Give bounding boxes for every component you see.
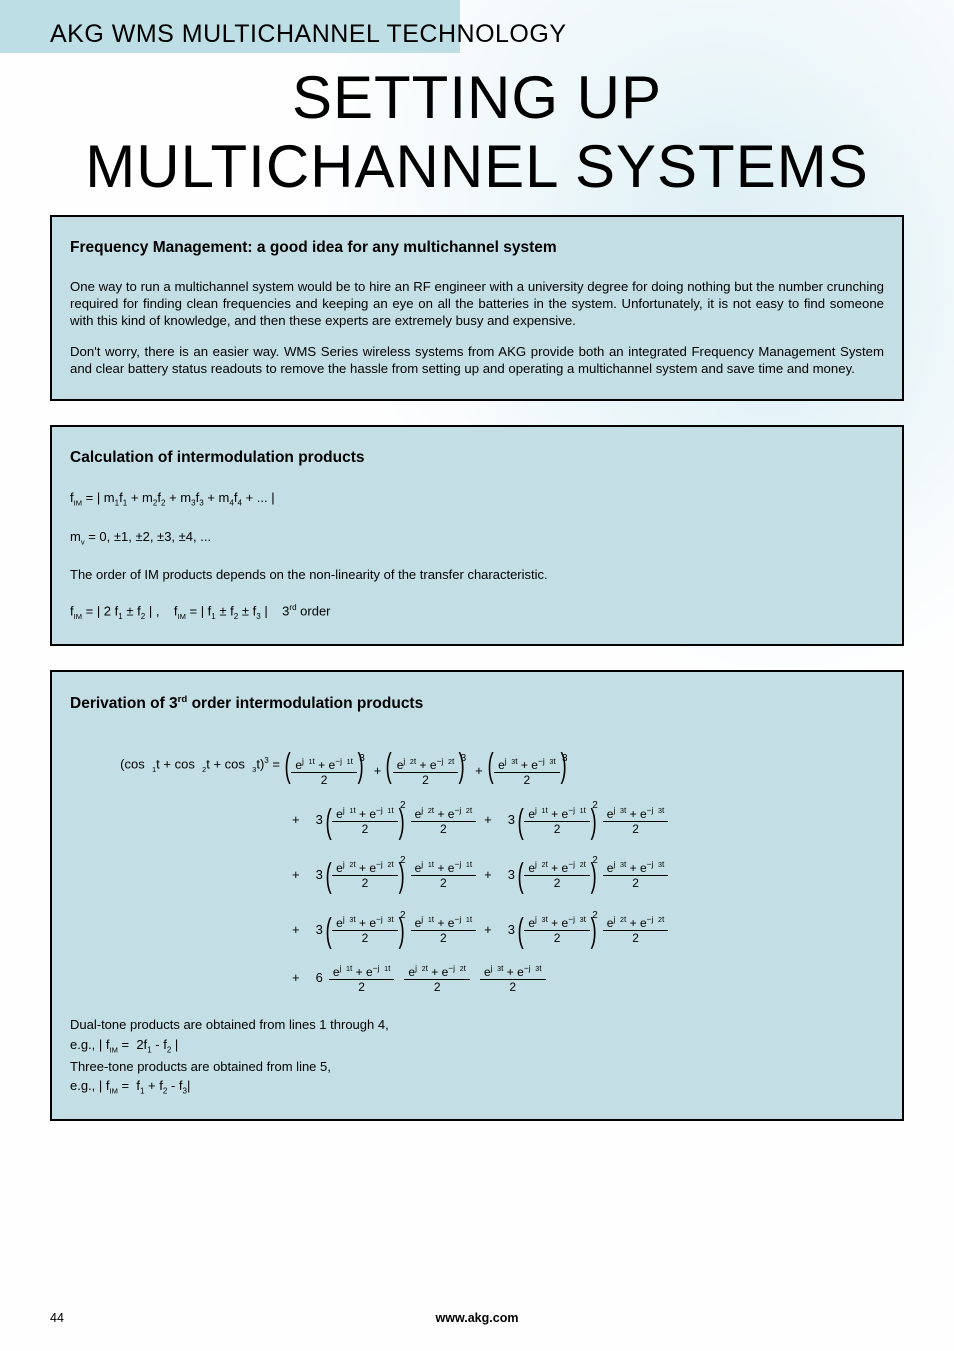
footer-url: www.akg.com [436, 1311, 519, 1325]
box1-p2: Don't worry, there is an easier way. WMS… [70, 344, 884, 378]
im-formula-2: mv = 0, ±1, ±2, ±3, ±4, ... [70, 528, 884, 548]
note-2: e.g., | fIM = 2f1 - f2 | [70, 1037, 884, 1056]
derivation-box: Derivation of 3rd order intermodulation … [50, 670, 904, 1121]
page: AKG WMS MULTICHANNEL TECHNOLOGY SETTING … [0, 0, 954, 1351]
box1-p1: One way to run a multichannel system wou… [70, 279, 884, 330]
box2-title: Calculation of intermodulation products [70, 449, 884, 467]
box3-title: Derivation of 3rd order intermodulation … [70, 694, 884, 713]
kicker: AKG WMS MULTICHANNEL TECHNOLOGY [50, 20, 904, 49]
content-column: Frequency Management: a good idea for an… [50, 215, 904, 1145]
box1-title: Frequency Management: a good idea for an… [70, 239, 884, 257]
page-title: SETTING UP MULTICHANNEL SYSTEMS [50, 63, 904, 201]
note-1: Dual-tone products are obtained from lin… [70, 1017, 884, 1034]
deriv-lhs: (cos 1t + cos 2t + cos 3t)3 = [70, 756, 286, 774]
freq-mgmt-box: Frequency Management: a good idea for an… [50, 215, 904, 401]
deriv-line-triple: +6ej 1t + e−j 1t2ej 2t + e−j 2t2ej 3t + … [70, 964, 884, 993]
derivation: (cos 1t + cos 2t + cos 3t)3 = (ej 1t + e… [70, 744, 884, 993]
im-formula-1: fIM = | m1f1 + m2f2 + m3f3 + m4f4 + ... … [70, 489, 884, 509]
cross-lines: +3(ej 1t + e−j 1t2)2ej 2t + e−j 2t2+3(ej… [70, 800, 884, 950]
cubes-holder: (ej 1t + e−j 1t2)3+(ej 2t + e−j 2t2)3+(e… [286, 744, 571, 786]
note-4: e.g., | fIM = f1 + f2 - f3| [70, 1078, 884, 1097]
note-3: Three-tone products are obtained from li… [70, 1059, 884, 1076]
im-note: The order of IM products depends on the … [70, 566, 884, 584]
deriv-line-1: (cos 1t + cos 2t + cos 3t)3 = (ej 1t + e… [70, 744, 884, 786]
im-calc-box: Calculation of intermodulation products … [50, 425, 904, 646]
triple-holder: +6ej 1t + e−j 1t2ej 2t + e−j 2t2ej 3t + … [286, 964, 548, 993]
derivation-notes: Dual-tone products are obtained from lin… [70, 1017, 884, 1097]
im-formula-3: fIM = | 2 f1 ± f2 | , fIM = | f1 ± f2 ± … [70, 602, 884, 622]
page-footer: 44 www.akg.com [50, 1311, 904, 1325]
page-number: 44 [50, 1311, 64, 1325]
